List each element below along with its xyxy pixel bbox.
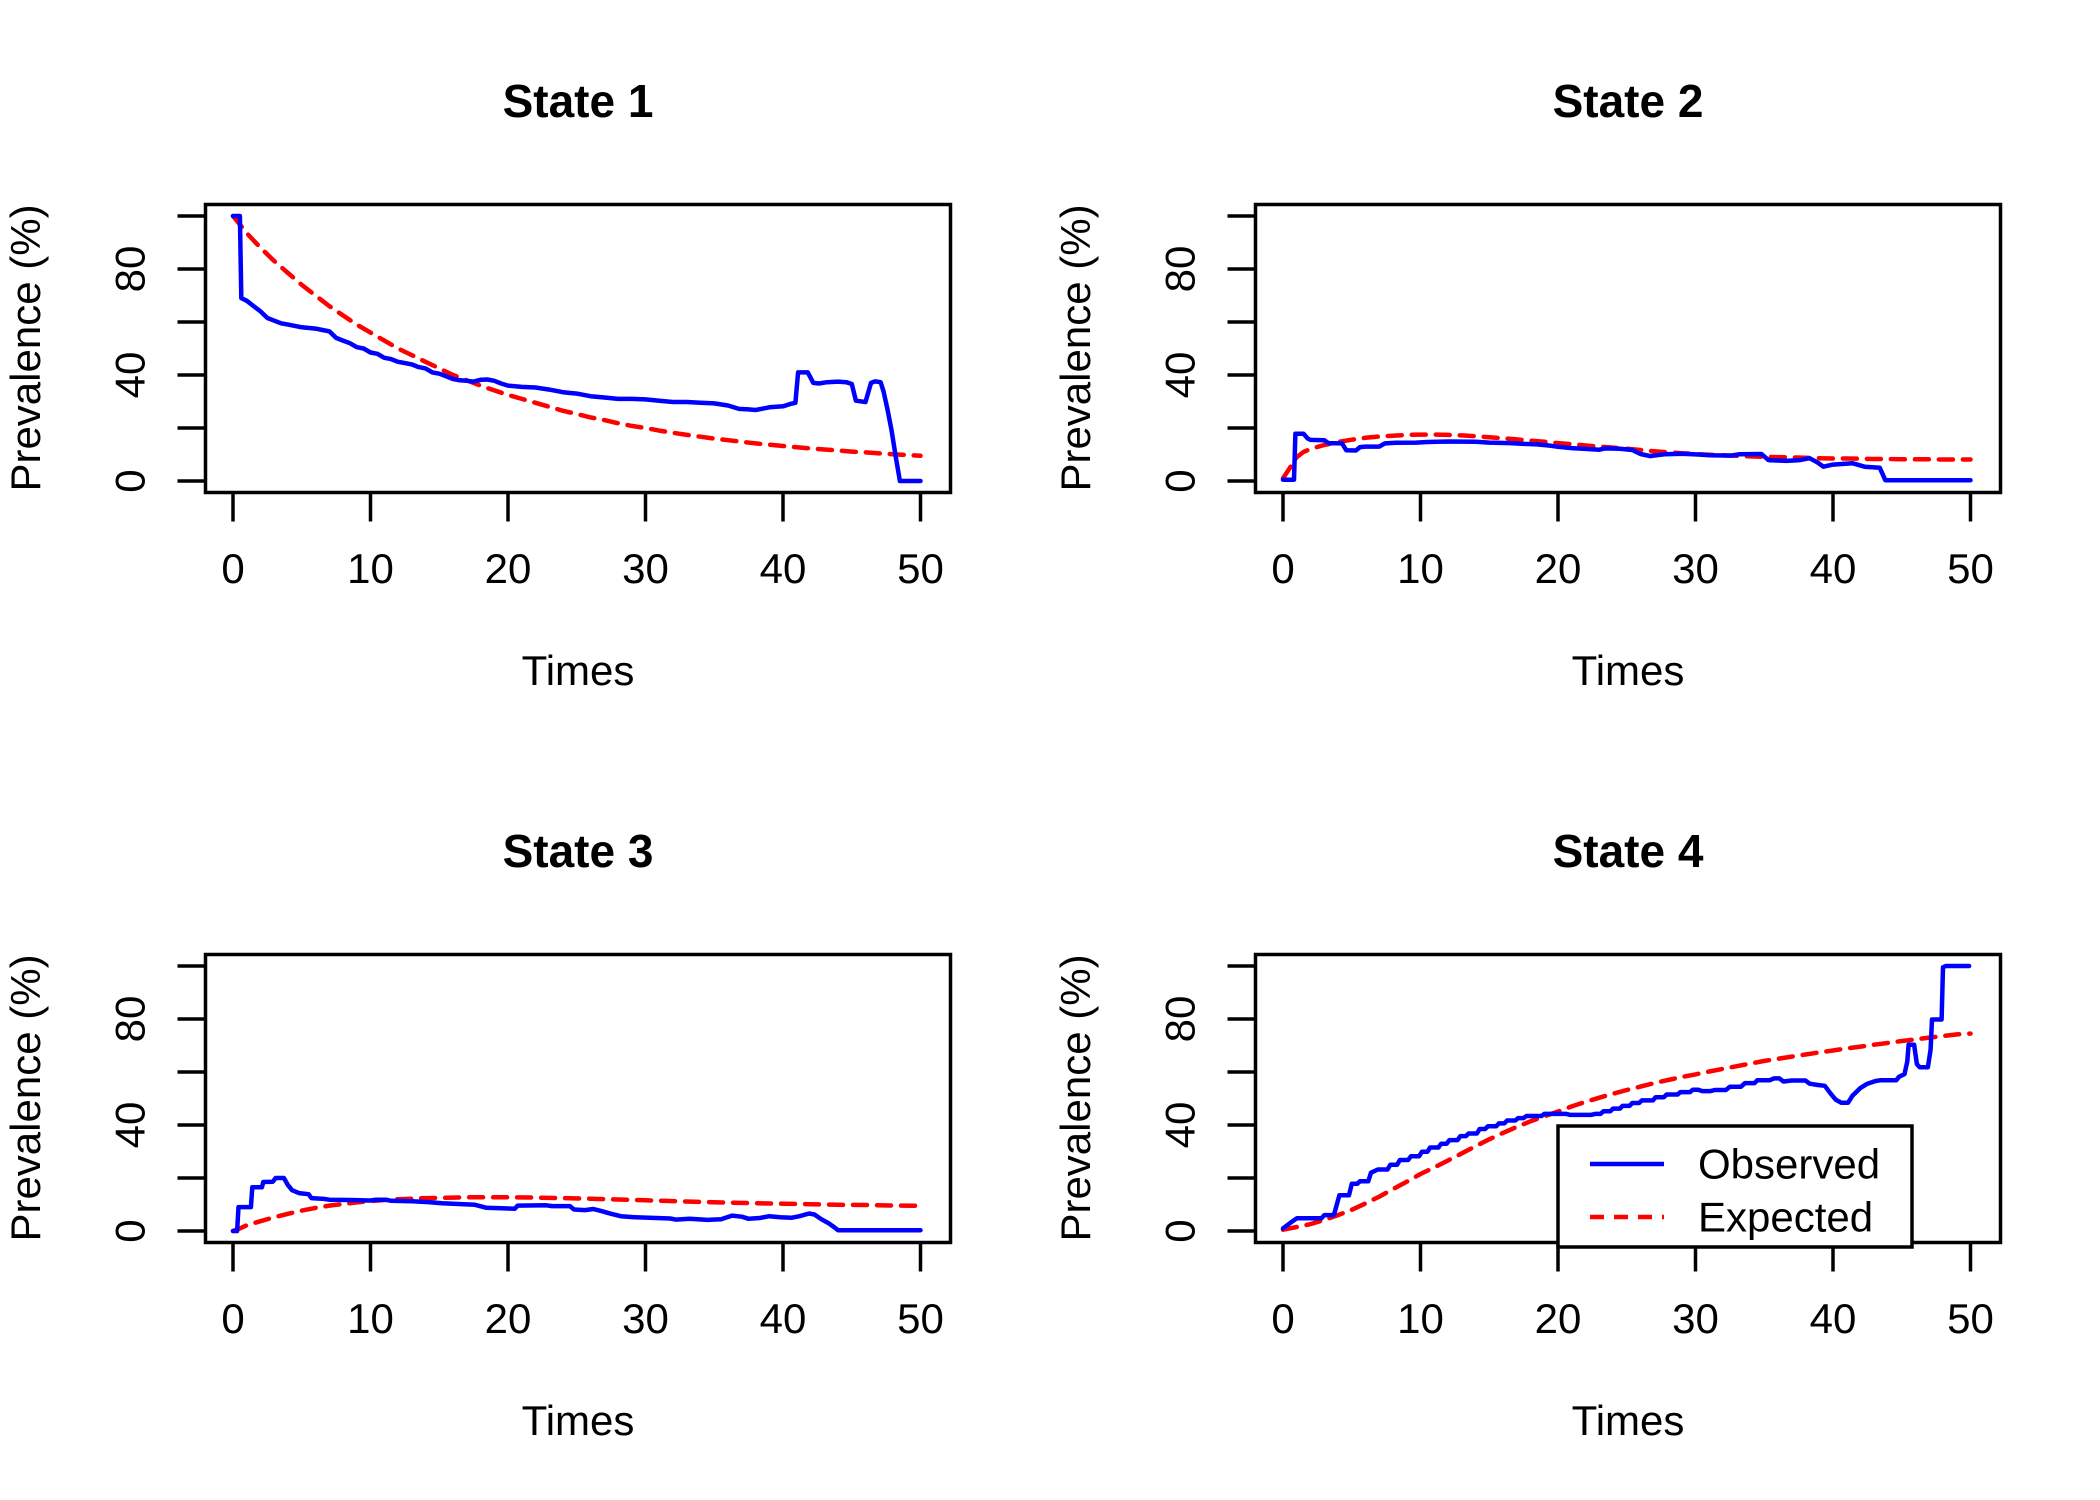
plot-area: 0 10 20 30 40 50 0 40 80 bbox=[1157, 952, 2003, 1342]
y-tick-label: 40 bbox=[1157, 352, 1204, 399]
panel-title: State 2 bbox=[1553, 75, 1704, 127]
y-tick-label: 0 bbox=[107, 1219, 154, 1242]
x-tick-label: 40 bbox=[1810, 1295, 1857, 1342]
y-tick-label: 80 bbox=[1157, 246, 1204, 293]
x-tick-label: 50 bbox=[1947, 545, 1994, 592]
x-tick-label: 20 bbox=[1535, 1295, 1582, 1342]
series-observed bbox=[1280, 431, 1973, 483]
x-tick-label: 10 bbox=[1397, 545, 1444, 592]
plot-area: 0 10 20 30 40 50 0 40 80 bbox=[1157, 202, 2003, 592]
y-tick-label: 80 bbox=[107, 996, 154, 1043]
x-tick-label: 20 bbox=[485, 545, 532, 592]
x-tick-label: 40 bbox=[760, 1295, 807, 1342]
x-tick-label: 30 bbox=[1672, 545, 1719, 592]
y-axis-label: Prevalence (%) bbox=[1052, 954, 1099, 1241]
x-tick-label: 10 bbox=[347, 1295, 394, 1342]
y-axis-label: Prevalence (%) bbox=[1052, 204, 1099, 491]
y-axis-label: Prevalence (%) bbox=[2, 204, 49, 491]
x-axis-label: Times bbox=[522, 1397, 635, 1444]
panel-state-4: State 4 0 10 20 30 40 50 0 40 80 Observed Expect… bbox=[1052, 825, 2003, 1444]
legend-box bbox=[1556, 1124, 1914, 1249]
panel-title: State 1 bbox=[503, 75, 654, 127]
series-expected bbox=[1280, 1031, 1973, 1232]
panel-state-3: State 3 0 10 20 30 40 50 0 40 80 Times Prevalenc… bbox=[2, 825, 953, 1444]
y-tick-label: 0 bbox=[107, 469, 154, 492]
panel-state-2: State 2 0 10 20 30 40 50 0 40 80 Times Prevalenc… bbox=[1052, 75, 2003, 694]
x-tick-label: 30 bbox=[622, 1295, 669, 1342]
panel-title: State 3 bbox=[503, 825, 654, 877]
y-tick-label: 40 bbox=[107, 352, 154, 399]
y-tick-label: 0 bbox=[1157, 1219, 1204, 1242]
x-tick-label: 10 bbox=[1397, 1295, 1444, 1342]
x-tick-label: 0 bbox=[1271, 545, 1294, 592]
x-tick-label: 0 bbox=[1271, 1295, 1294, 1342]
x-axis-label: Times bbox=[1572, 1397, 1685, 1444]
plot-area: 0 10 20 30 40 50 0 40 80 bbox=[107, 952, 953, 1342]
series-observed bbox=[230, 213, 923, 484]
x-tick-label: 50 bbox=[897, 1295, 944, 1342]
y-tick-label: 80 bbox=[107, 246, 154, 293]
y-tick-label: 40 bbox=[1157, 1102, 1204, 1149]
y-tick-label: 80 bbox=[1157, 996, 1204, 1043]
series-expected bbox=[230, 213, 923, 459]
x-tick-label: 30 bbox=[622, 545, 669, 592]
x-tick-label: 40 bbox=[760, 545, 807, 592]
legend: Observed Expected bbox=[1556, 1124, 1914, 1249]
x-tick-label: 20 bbox=[1535, 545, 1582, 592]
x-tick-label: 0 bbox=[221, 545, 244, 592]
plot-box bbox=[1253, 202, 2003, 495]
x-tick-label: 50 bbox=[1947, 1295, 1994, 1342]
plot-area: 0 10 20 30 40 50 0 40 80 bbox=[107, 202, 953, 592]
panel-state-1: State 1 0 10 20 30 40 50 0 40 80 Times Prevalenc… bbox=[2, 75, 953, 694]
y-tick-label: 0 bbox=[1157, 469, 1204, 492]
panel-title: State 4 bbox=[1553, 825, 1704, 877]
legend-observed-label: Observed bbox=[1698, 1141, 1880, 1188]
x-tick-label: 30 bbox=[1672, 1295, 1719, 1342]
legend-expected-label: Expected bbox=[1698, 1194, 1873, 1241]
series-observed bbox=[1280, 963, 1972, 1231]
x-tick-label: 10 bbox=[347, 545, 394, 592]
x-tick-label: 20 bbox=[485, 1295, 532, 1342]
series-observed bbox=[230, 1175, 923, 1234]
plot-box bbox=[203, 202, 953, 495]
y-axis-label: Prevalence (%) bbox=[2, 954, 49, 1241]
x-axis-label: Times bbox=[1572, 647, 1685, 694]
x-tick-label: 50 bbox=[897, 545, 944, 592]
x-axis-label: Times bbox=[522, 647, 635, 694]
series-expected bbox=[230, 1195, 923, 1234]
x-tick-label: 40 bbox=[1810, 545, 1857, 592]
plot-box bbox=[203, 952, 953, 1245]
y-tick-label: 40 bbox=[107, 1102, 154, 1149]
x-tick-label: 0 bbox=[221, 1295, 244, 1342]
